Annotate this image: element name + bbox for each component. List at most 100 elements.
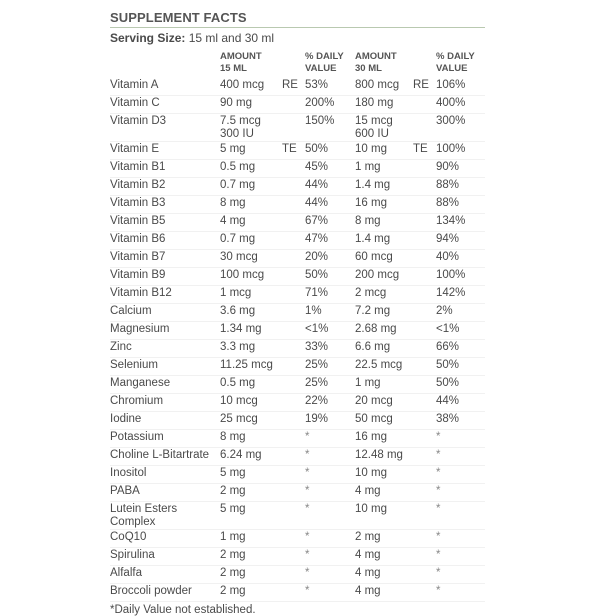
nutrient-name: PABA (110, 483, 220, 502)
unit-15ml (282, 375, 305, 394)
unit-30ml (413, 113, 436, 142)
unit-30ml (413, 501, 436, 530)
unit-30ml (413, 393, 436, 412)
daily-value-15ml: 71% (305, 285, 355, 304)
table-row: Vitamin B5 4 mg 67% 8 mg 134% (110, 213, 485, 232)
daily-value-30ml: * (436, 501, 485, 530)
amount-30ml: 16 mg (355, 429, 413, 448)
table-row: Spirulina 2 mg * 4 mg * (110, 547, 485, 566)
amount-15ml: 6.24 mg (220, 447, 282, 466)
unit-30ml (413, 321, 436, 340)
nutrient-name: CoQ10 (110, 529, 220, 548)
daily-value-15ml: * (305, 529, 355, 548)
unit-15ml (282, 547, 305, 566)
unit-30ml (413, 159, 436, 178)
amount-30ml: 180 mg (355, 95, 413, 114)
table-row: Vitamin A 400 mcg RE 53% 800 mcg RE 106% (110, 78, 485, 96)
nutrient-name: Lutein Esters Complex (110, 501, 220, 530)
table-row: CoQ10 1 mg * 2 mg * (110, 529, 485, 548)
table-row: Vitamin B12 1 mcg 71% 2 mcg 142% (110, 285, 485, 304)
table-row: Vitamin B9 100 mcg 50% 200 mcg 100% (110, 267, 485, 286)
daily-value-30ml: 88% (436, 177, 485, 196)
unit-15ml (282, 339, 305, 358)
amount-30ml: 7.2 mg (355, 303, 413, 322)
table-row: Calcium 3.6 mg 1% 7.2 mg 2% (110, 303, 485, 322)
unit-30ml (413, 177, 436, 196)
table-row: PABA 2 mg * 4 mg * (110, 483, 485, 502)
nutrient-name: Magnesium (110, 321, 220, 340)
unit-30ml (413, 339, 436, 358)
amount-30ml: 1 mg (355, 375, 413, 394)
unit-30ml (413, 547, 436, 566)
table-row: Alfalfa 2 mg * 4 mg * (110, 565, 485, 584)
amount-15ml: 8 mg (220, 429, 282, 448)
amount-15ml: 0.7 mg (220, 177, 282, 196)
amount-30ml: 2 mg (355, 529, 413, 548)
amount-30ml: 1 mg (355, 159, 413, 178)
nutrient-name: Vitamin B2 (110, 177, 220, 196)
daily-value-15ml: 20% (305, 249, 355, 268)
nutrient-name: Iodine (110, 411, 220, 430)
daily-value-30ml: <1% (436, 321, 485, 340)
daily-value-15ml: 22% (305, 393, 355, 412)
daily-value-15ml: 47% (305, 231, 355, 250)
nutrient-name: Manganese (110, 375, 220, 394)
daily-value-15ml: <1% (305, 321, 355, 340)
unit-15ml (282, 321, 305, 340)
daily-value-15ml: * (305, 465, 355, 484)
amount-30ml: 4 mg (355, 483, 413, 502)
daily-value-30ml: 134% (436, 213, 485, 232)
amount-30ml: 2.68 mg (355, 321, 413, 340)
unit-30ml (413, 267, 436, 286)
table-row: Chromium 10 mcg 22% 20 mcg 44% (110, 393, 485, 412)
daily-value-30ml: 100% (436, 141, 485, 160)
table-row: Broccoli powder 2 mg * 4 mg * (110, 583, 485, 602)
unit-15ml (282, 303, 305, 322)
header-amount-30: AMOUNT 30 ML (355, 51, 397, 74)
amount-15ml: 1.34 mg (220, 321, 282, 340)
unit-15ml (282, 583, 305, 602)
daily-value-30ml: * (436, 483, 485, 502)
amount-15ml: 5 mg (220, 465, 282, 484)
amount-30ml: 1.4 mg (355, 177, 413, 196)
nutrient-name: Vitamin A (110, 78, 220, 96)
unit-30ml (413, 195, 436, 214)
daily-value-15ml: 19% (305, 411, 355, 430)
amount-15ml: 10 mcg (220, 393, 282, 412)
nutrient-name: Vitamin B1 (110, 159, 220, 178)
amount-30ml: 20 mcg (355, 393, 413, 412)
amount-15ml: 1 mcg (220, 285, 282, 304)
daily-value-30ml: * (436, 529, 485, 548)
amount-15ml: 30 mcg (220, 249, 282, 268)
unit-15ml (282, 447, 305, 466)
daily-value-15ml: 53% (305, 78, 355, 96)
unit-15ml (282, 565, 305, 584)
amount-15ml: 3.6 mg (220, 303, 282, 322)
nutrient-name: Vitamin B12 (110, 285, 220, 304)
daily-value-15ml: * (305, 547, 355, 566)
amount-15ml: 0.5 mg (220, 159, 282, 178)
daily-value-15ml: 33% (305, 339, 355, 358)
unit-15ml (282, 177, 305, 196)
daily-value-30ml: 90% (436, 159, 485, 178)
table-row: Vitamin C 90 mg 200% 180 mg 400% (110, 95, 485, 114)
unit-15ml (282, 501, 305, 530)
unit-15ml (282, 95, 305, 114)
table-row: Vitamin B2 0.7 mg 44% 1.4 mg 88% (110, 177, 485, 196)
unit-15ml: RE (282, 78, 305, 96)
unit-15ml (282, 113, 305, 142)
daily-value-15ml: 45% (305, 159, 355, 178)
nutrient-name: Chromium (110, 393, 220, 412)
daily-value-15ml: * (305, 501, 355, 530)
amount-15ml: 5 mg (220, 141, 282, 160)
nutrient-name: Potassium (110, 429, 220, 448)
table-row: Choline L-Bitartrate 6.24 mg * 12.48 mg * (110, 447, 485, 466)
table-row: Inositol 5 mg * 10 mg * (110, 465, 485, 484)
unit-30ml: TE (413, 141, 436, 160)
amount-15ml: 0.7 mg (220, 231, 282, 250)
amount-30ml: 12.48 mg (355, 447, 413, 466)
table-row: Zinc 3.3 mg 33% 6.6 mg 66% (110, 339, 485, 358)
header-name (110, 51, 220, 78)
table-row: Vitamin B3 8 mg 44% 16 mg 88% (110, 195, 485, 214)
daily-value-15ml: * (305, 447, 355, 466)
